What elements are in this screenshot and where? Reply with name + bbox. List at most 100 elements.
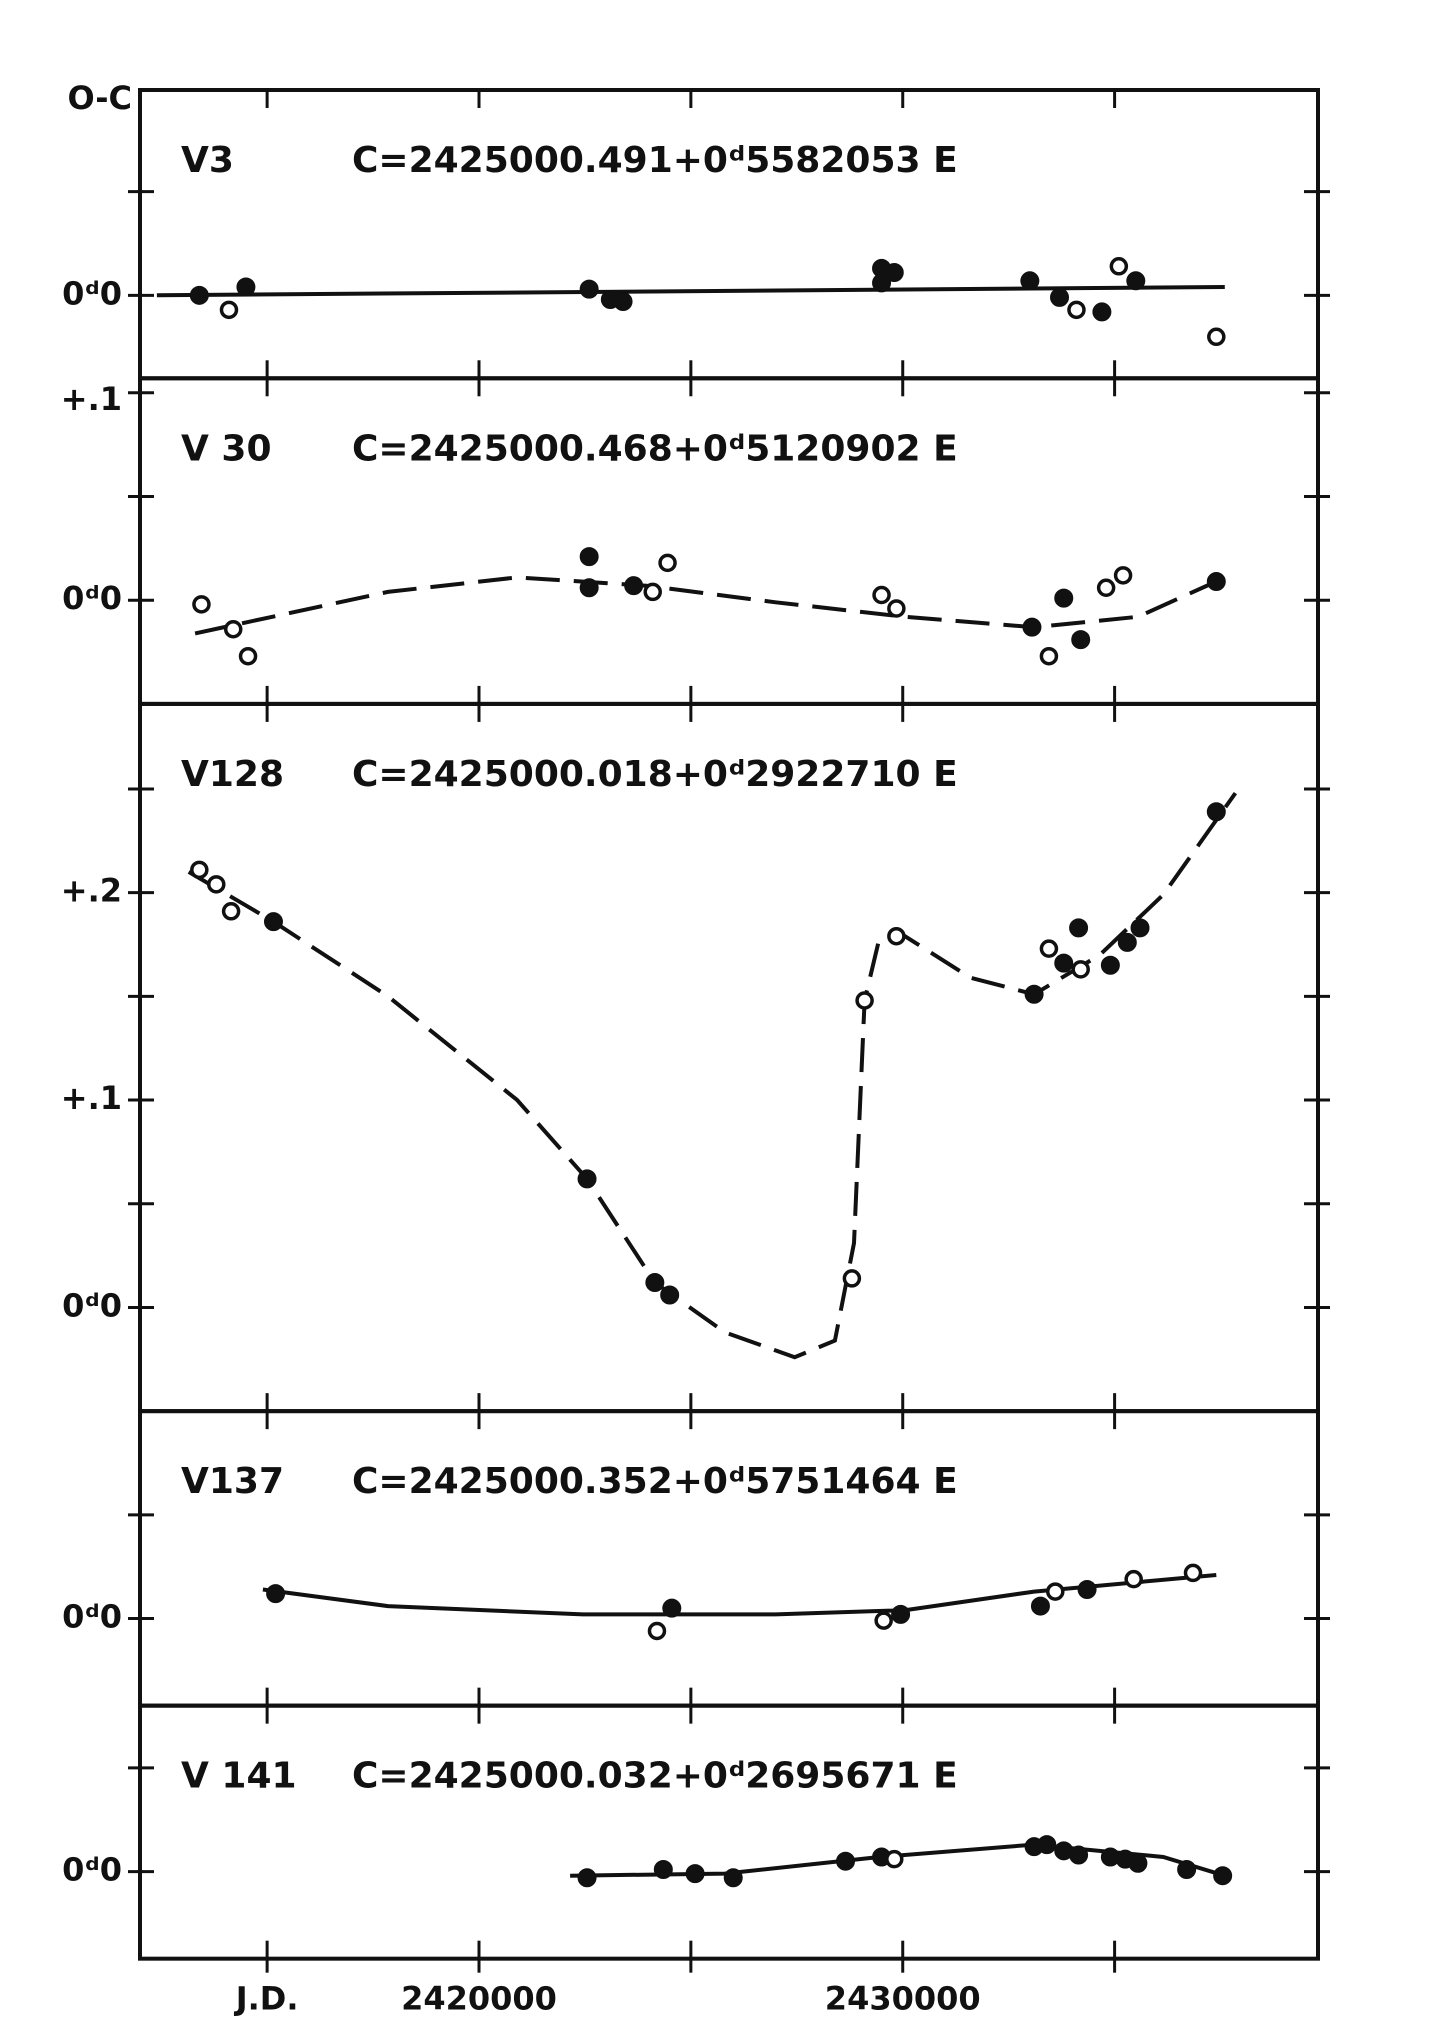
fit-curve xyxy=(187,791,1238,1360)
filled-point xyxy=(624,576,644,596)
filled-point xyxy=(1092,302,1112,322)
filled-point xyxy=(1054,953,1074,973)
filled-point xyxy=(662,1598,682,1618)
ephemeris: C=2425000.491+0ᵈ5582053 E xyxy=(352,140,958,181)
open-point xyxy=(647,1621,667,1641)
ephemeris: C=2425000.352+0ᵈ5751464 E xyxy=(352,1461,958,1502)
filled-point xyxy=(1130,918,1150,938)
filled-point xyxy=(1100,955,1120,975)
filled-point xyxy=(1037,1835,1057,1855)
filled-point xyxy=(1117,932,1137,952)
star-label: V128 xyxy=(181,754,284,795)
star-label: V137 xyxy=(181,1461,284,1502)
y-tick-label: +.2 xyxy=(61,872,122,910)
open-point xyxy=(192,595,211,614)
fit-curve xyxy=(156,285,1225,298)
x-tick-label: J.D. xyxy=(234,1980,299,2018)
open-point xyxy=(1109,257,1129,276)
open-point xyxy=(1207,327,1226,347)
filled-point xyxy=(577,1868,597,1888)
filled-point xyxy=(1050,287,1070,307)
filled-point xyxy=(723,1868,743,1888)
open-point xyxy=(1039,646,1059,666)
filled-point xyxy=(1077,1580,1097,1600)
open-point xyxy=(1124,1569,1143,1589)
panel-frame xyxy=(138,88,1320,381)
open-point xyxy=(887,599,906,618)
filled-point xyxy=(884,263,904,283)
filled-point xyxy=(872,273,892,293)
y-tick-label: 0ᵈ0 xyxy=(62,274,122,312)
filled-point xyxy=(1024,984,1044,1004)
filled-point xyxy=(1213,1866,1233,1886)
filled-point xyxy=(236,277,256,297)
panel-frame xyxy=(138,376,1320,706)
filled-point xyxy=(1022,617,1042,637)
fit-curve xyxy=(194,575,1218,636)
filled-point xyxy=(577,1169,597,1189)
open-point xyxy=(658,553,677,573)
open-point xyxy=(219,300,239,320)
filled-point xyxy=(189,285,209,305)
star-label: V 30 xyxy=(181,428,272,469)
filled-point xyxy=(266,1584,286,1604)
open-point xyxy=(887,926,906,946)
open-point xyxy=(1183,1563,1203,1583)
filled-point xyxy=(836,1851,856,1871)
open-point xyxy=(238,646,258,666)
filled-point xyxy=(1177,1859,1197,1879)
open-point xyxy=(221,902,241,921)
open-point xyxy=(207,875,226,894)
x-tick-label: 2420000 xyxy=(401,1980,557,2018)
filled-point xyxy=(685,1864,705,1884)
filled-point xyxy=(613,292,633,312)
panel-frame xyxy=(138,1409,1320,1708)
filled-point xyxy=(1069,918,1089,938)
filled-point xyxy=(1071,630,1091,650)
filled-point xyxy=(891,1604,911,1624)
panel-frame xyxy=(138,1703,1320,1961)
open-point xyxy=(1113,566,1133,585)
y-tick-label: +.1 xyxy=(61,380,122,418)
filled-point xyxy=(1069,1845,1089,1865)
open-point xyxy=(643,582,662,602)
filled-point xyxy=(1206,802,1226,822)
filled-point xyxy=(1030,1596,1050,1616)
ephemeris: C=2425000.032+0ᵈ2695671 E xyxy=(352,1756,958,1797)
open-point xyxy=(842,1269,862,1288)
y-tick-label: 0ᵈ0 xyxy=(62,1598,122,1636)
x-tick-label: 2430000 xyxy=(825,1980,981,2018)
filled-point xyxy=(579,279,599,299)
open-point xyxy=(1096,578,1116,598)
filled-point xyxy=(645,1273,665,1293)
y-tick-label: 0ᵈ0 xyxy=(62,579,122,617)
open-point xyxy=(874,1611,893,1630)
y-tick-label: 0ᵈ0 xyxy=(62,1851,122,1889)
open-point xyxy=(872,585,891,605)
filled-point xyxy=(660,1285,680,1305)
filled-point xyxy=(579,547,599,567)
panel-frame xyxy=(138,701,1320,1414)
open-point xyxy=(885,1849,904,1869)
ephemeris: C=2425000.018+0ᵈ2922710 E xyxy=(352,754,958,795)
open-point xyxy=(190,860,209,880)
fit-curve xyxy=(262,1573,1217,1617)
filled-point xyxy=(1020,271,1040,291)
star-label: V 141 xyxy=(181,1756,297,1797)
filled-point xyxy=(579,578,599,598)
open-point xyxy=(1067,300,1086,320)
filled-point xyxy=(1128,1853,1148,1873)
filled-point xyxy=(1054,588,1074,608)
open-point xyxy=(855,991,874,1010)
open-point xyxy=(223,619,243,639)
filled-point xyxy=(1126,271,1146,291)
open-point xyxy=(1046,1582,1065,1601)
open-point xyxy=(1039,939,1059,958)
filled-point xyxy=(1206,572,1226,592)
y-tick-label: 0ᵈ0 xyxy=(62,1286,122,1324)
star-label: V3 xyxy=(181,140,234,181)
filled-point xyxy=(653,1859,673,1879)
filled-point xyxy=(263,912,283,932)
ephemeris: C=2425000.468+0ᵈ5120902 E xyxy=(352,428,958,469)
